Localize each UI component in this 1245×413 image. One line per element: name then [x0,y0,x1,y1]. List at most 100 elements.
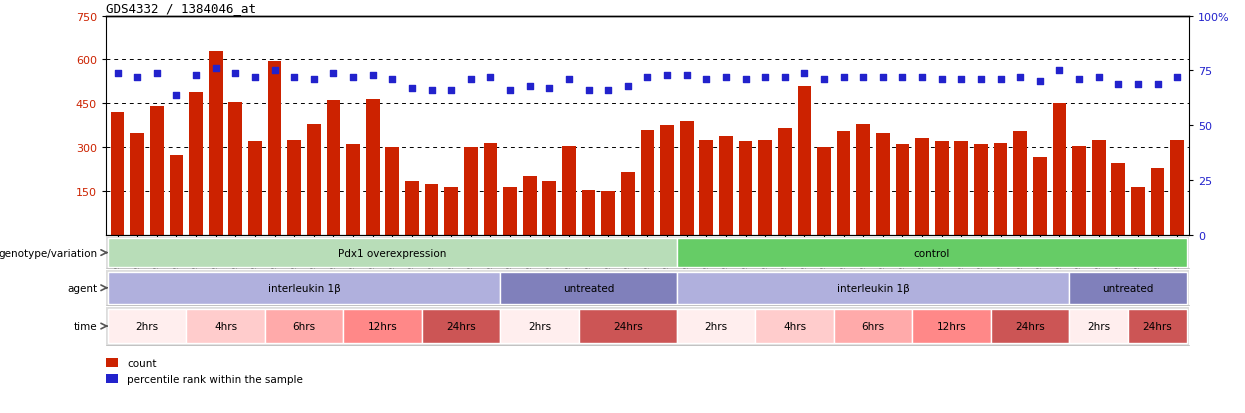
Bar [169,155,183,235]
Text: 6hrs: 6hrs [293,321,315,331]
Bar [131,133,144,235]
Bar [405,181,418,235]
Text: 12hrs: 12hrs [936,321,966,331]
Bar [265,309,344,343]
Point [284,74,304,81]
Point [147,70,167,77]
Bar [189,93,203,235]
Text: 2hrs: 2hrs [705,321,727,331]
Bar [187,309,265,343]
Bar [543,181,557,235]
Point [344,74,364,81]
Point [1010,74,1030,81]
Point [265,68,285,75]
Bar [1052,104,1066,235]
Text: untreated: untreated [1103,283,1154,293]
Bar [1132,187,1145,235]
Text: Pdx1 overexpression: Pdx1 overexpression [339,248,447,258]
Text: 24hrs: 24hrs [1143,321,1173,331]
Text: 2hrs: 2hrs [136,321,158,331]
Bar [1128,309,1186,343]
Bar [268,62,281,235]
Point [873,74,893,81]
Bar [834,309,913,343]
Bar [756,309,834,343]
Point [500,88,520,94]
Point [1128,81,1148,88]
Bar [955,142,969,235]
Point [1148,81,1168,88]
Bar [579,309,677,343]
Point [913,74,933,81]
Point [225,70,245,77]
Bar [621,173,635,235]
Bar [500,272,677,304]
Bar [1112,164,1125,235]
Point [971,77,991,83]
Bar [1069,272,1186,304]
Text: 24hrs: 24hrs [446,321,476,331]
Text: untreated: untreated [563,283,614,293]
Point [618,83,637,90]
Bar [1033,158,1047,235]
Bar [994,143,1007,235]
Point [893,74,913,81]
Point [598,88,618,94]
Text: 12hrs: 12hrs [367,321,397,331]
Bar [149,107,163,235]
Bar [895,145,909,235]
Bar [660,126,674,235]
Point [167,92,187,99]
Point [696,77,716,83]
Point [559,77,579,83]
Bar [700,140,713,235]
Point [931,77,951,83]
Point [657,72,677,79]
Point [187,72,207,79]
Point [304,77,324,83]
Point [245,74,265,81]
Bar [326,101,340,235]
Text: 4hrs: 4hrs [214,321,237,331]
Bar [581,190,595,235]
Bar [344,309,422,343]
Bar [1069,309,1128,343]
Text: time: time [73,321,97,331]
Point [402,85,422,92]
Bar [677,309,756,343]
Bar [561,146,575,235]
Text: agent: agent [67,283,97,293]
Bar [720,136,733,235]
Bar [601,192,615,235]
Bar [523,177,537,235]
Text: 4hrs: 4hrs [783,321,806,331]
Point [539,85,559,92]
Bar [991,309,1069,343]
Point [774,74,794,81]
Bar [108,239,677,267]
Bar [444,187,458,235]
Bar [640,131,655,235]
Point [324,70,344,77]
Bar [1170,140,1184,235]
Bar [288,140,301,235]
Bar [778,129,792,235]
Point [1069,77,1089,83]
Bar [913,309,991,343]
Text: percentile rank within the sample: percentile rank within the sample [127,374,303,384]
Point [1088,74,1108,81]
Point [794,70,814,77]
Bar [483,143,497,235]
Text: GDS4332 / 1384046_at: GDS4332 / 1384046_at [106,2,255,15]
Text: 24hrs: 24hrs [1015,321,1045,331]
Point [1168,74,1188,81]
Text: 24hrs: 24hrs [613,321,642,331]
Text: interleukin 1β: interleukin 1β [268,283,340,293]
Bar [503,187,517,235]
Point [579,88,599,94]
Bar [366,100,380,235]
Bar [1072,146,1086,235]
Bar [758,140,772,235]
Bar [425,184,438,235]
Bar [738,142,752,235]
